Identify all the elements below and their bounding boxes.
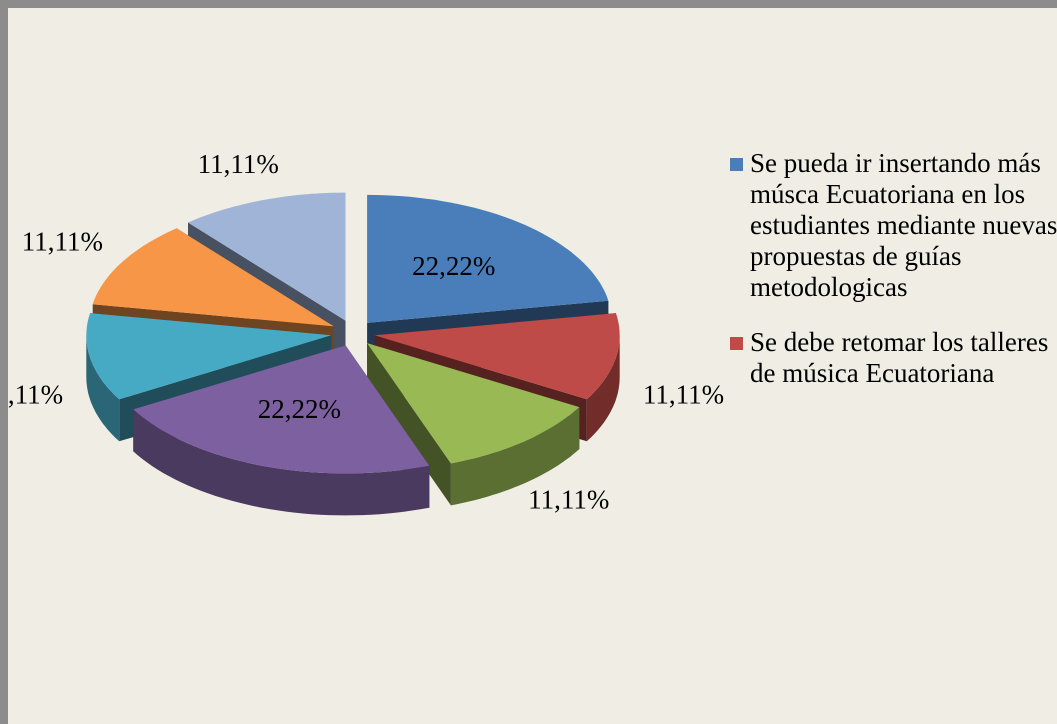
slice (188, 192, 346, 321)
data-label: 11,11% (528, 484, 609, 514)
legend-label: Se pueda ir insertando más músca Ecuator… (750, 148, 1057, 302)
slice-side (450, 407, 580, 506)
slice-side (586, 335, 620, 442)
chart: 22,22% 11,11% 11,11% 22,22% 11,11% 11,11% 11,1… (8, 149, 724, 516)
legend-swatch (730, 158, 743, 171)
data-label: 22,22% (258, 394, 341, 424)
slice-side (133, 409, 430, 516)
legend-label: Se debe retomar los talleres de música E… (750, 327, 1049, 388)
slice-side (86, 335, 120, 442)
slice (86, 313, 332, 400)
data-label: 22,22% (412, 251, 495, 281)
chart-area: 22,22% 11,11% 11,11% 22,22% 11,11% 11,11% 11,1… (8, 8, 1057, 724)
data-label: 11,11% (22, 227, 103, 257)
legend-swatch (730, 337, 743, 350)
slice (367, 343, 580, 464)
legend-item: Se pueda ir insertando más músca Ecuator… (730, 148, 1057, 303)
data-label: 11,11% (198, 149, 279, 179)
slice (374, 313, 620, 400)
slice (92, 228, 334, 327)
legend: Se pueda ir insertando más músca Ecuator… (730, 148, 1057, 413)
data-label: 11,11% (8, 380, 63, 410)
slice (367, 194, 609, 323)
slice-wall (367, 343, 451, 506)
slice (133, 345, 430, 474)
legend-item: Se debe retomar los talleres de música E… (730, 327, 1057, 389)
data-label: 11,11% (643, 380, 724, 410)
